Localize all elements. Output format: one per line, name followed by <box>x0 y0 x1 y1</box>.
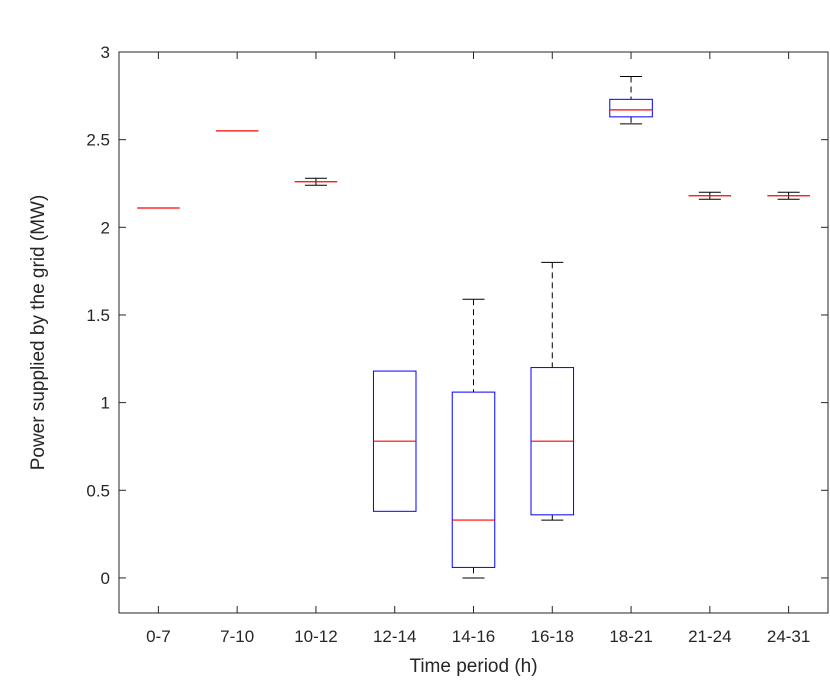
x-tick-label: 10-12 <box>294 627 337 646</box>
box-marks <box>137 76 810 579</box>
x-tick-label: 14-16 <box>452 627 495 646</box>
y-tick-label: 0 <box>101 569 110 588</box>
box-14-16 <box>451 298 496 579</box>
y-axis-label: Power supplied by the grid (MW) <box>28 195 49 471</box>
box-16-18 <box>530 261 575 521</box>
box-10-12 <box>294 177 338 186</box>
box-iqr <box>609 98 653 118</box>
y-tick-label: 0.5 <box>86 481 110 500</box>
box-21-24 <box>688 191 732 200</box>
x-tick-label: 7-10 <box>220 627 254 646</box>
y-tick-label: 1 <box>101 394 110 413</box>
box-12-14 <box>372 370 417 512</box>
x-tick-label: 16-18 <box>531 627 574 646</box>
x-axis-label: Time period (h) <box>409 656 537 677</box>
x-tick-label: 18-21 <box>609 627 652 646</box>
x-tick-label: 21-24 <box>688 627 731 646</box>
x-tick-label: 24-31 <box>767 627 810 646</box>
y-tick-label: 2.5 <box>86 131 110 150</box>
y-tick-label: 2 <box>101 218 110 237</box>
axis-ticks: 0 0.5 1 1.5 2 2.5 3 0-7 7-10 10-12 12-14 14-16 16-18… <box>86 43 828 646</box>
y-tick-label: 3 <box>101 43 110 62</box>
x-tick-label: 12-14 <box>373 627 416 646</box>
box-18-21 <box>609 76 653 125</box>
x-tick-label: 0-7 <box>146 627 171 646</box>
box-24-31 <box>767 191 810 200</box>
y-tick-label: 1.5 <box>86 306 110 325</box>
box-iqr <box>451 391 496 568</box>
